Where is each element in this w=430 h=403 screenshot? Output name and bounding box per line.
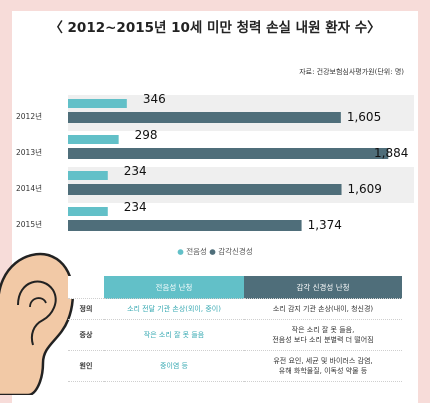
bar-conductive	[68, 207, 108, 216]
row-label: 증상	[68, 319, 104, 351]
data-label-sensorineural: 1,884	[374, 146, 408, 160]
cell-conductive: 중이염 등	[104, 350, 244, 382]
legend-label-sensorineural: 감각신경성	[218, 247, 253, 256]
bar-sensorineural	[68, 220, 302, 231]
legend-dot-conductive: ●	[177, 247, 184, 256]
data-label-conductive: 234	[124, 164, 147, 178]
source-note: 자료: 건강보험심사평가원(단위: 명)	[299, 68, 404, 76]
table-header-conductive: 전음성 난청	[104, 276, 244, 299]
cell-sensorineural: 작은 소리 잘 못 들음, 전음성 보다 소리 분별력 더 떨어짐	[244, 319, 402, 351]
data-label-sensorineural: 1,374	[308, 218, 342, 232]
cell-sensorineural: 유전 요인, 세균 및 바이러스 감염, 유해 화학물질, 이독성 약물 등	[244, 350, 402, 382]
table-row: 정의 소리 전달 기관 손상(외이, 중이) 소리 감지 기관 손상(내이, 청…	[68, 298, 402, 320]
table-header-blank	[68, 276, 104, 299]
bar-sensorineural	[68, 112, 341, 123]
data-label-conductive: 234	[124, 200, 147, 214]
category-label: 2015년	[16, 219, 42, 229]
table-row: 증상 작은 소리 잘 못 들음 작은 소리 잘 못 들음, 전음성 보다 소리 …	[68, 319, 402, 351]
row-label: 원인	[68, 350, 104, 382]
category-label: 2012년	[16, 111, 42, 121]
legend-dot-sensorineural: ●	[209, 247, 216, 256]
table-header-sensorineural: 감각 신경성 난청	[244, 276, 402, 299]
comparison-table: 전음성 난청 감각 신경성 난청 정의 소리 전달 기관 손상(외이, 중이) …	[68, 276, 402, 382]
cell-conductive: 소리 전달 기관 손상(외이, 중이)	[104, 298, 244, 320]
legend-label-conductive: 전음성	[186, 247, 207, 256]
category-label: 2014년	[16, 183, 42, 193]
bar-conductive	[68, 135, 119, 144]
category-label: 2013년	[16, 147, 42, 157]
table-row: 원인 중이염 등 유전 요인, 세균 및 바이러스 감염, 유해 화학물질, 이…	[68, 350, 402, 382]
row-label: 정의	[68, 298, 104, 320]
cell-line: 작은 소리 잘 못 들음,	[291, 326, 355, 334]
cell-line: 전음성 보다 소리 분별력 더 떨어짐	[272, 336, 374, 344]
bar-sensorineural	[68, 148, 389, 159]
cell-conductive: 작은 소리 잘 못 들음	[104, 319, 244, 351]
chart-title: 〈 2012~2015년 10세 미만 청력 손실 내원 환자 수〉	[49, 20, 381, 36]
bar-conductive	[68, 171, 108, 180]
bar-conductive	[68, 99, 127, 108]
data-label-conductive: 298	[135, 128, 158, 142]
bar-sensorineural	[68, 184, 342, 195]
cell-sensorineural: 소리 감지 기관 손상(내이, 청신경)	[244, 298, 402, 320]
data-label-conductive: 346	[143, 92, 166, 106]
cell-line: 유해 화학물질, 이독성 약물 등	[278, 367, 368, 375]
data-label-sensorineural: 1,609	[348, 182, 382, 196]
cell-line: 유전 요인, 세균 및 바이러스 감염,	[273, 357, 373, 365]
data-label-sensorineural: 1,605	[347, 110, 381, 124]
bar-chart: 2012년 346 1,605 2013년 298 1,884 2014년 234 1,609 2…	[16, 92, 414, 232]
legend: ● 전음성 ● 감각신경성	[12, 246, 418, 257]
ear-illustration-icon	[0, 252, 75, 395]
